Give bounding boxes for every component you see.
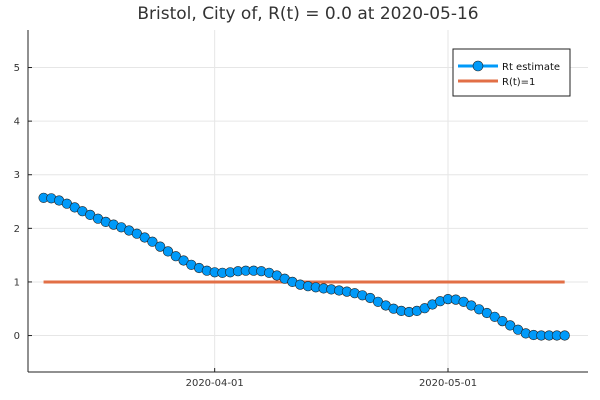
y-tick-label: 1	[14, 277, 20, 288]
legend-threshold-label: R(t)=1	[502, 77, 535, 88]
rt-estimate-point	[170, 251, 181, 262]
x-tick-label: 2020-05-01	[419, 378, 477, 389]
y-tick-label: 3	[14, 170, 20, 181]
legend-rt-marker	[472, 60, 484, 72]
axes	[27, 30, 588, 373]
y-tick-label: 5	[14, 63, 20, 74]
y-tick-label: 4	[14, 117, 20, 128]
legend-box	[452, 48, 571, 97]
rt-estimate-point	[162, 246, 174, 257]
chart-title: Bristol, City of, R(t) = 0.0 at 2020-05-…	[137, 4, 478, 24]
rt-estimate-point	[178, 255, 189, 266]
y-tick-labels: 0 1 2 3 4 5	[14, 63, 20, 342]
rt-estimate-point	[497, 316, 508, 327]
rt-estimate-point	[489, 311, 500, 322]
plot-area	[38, 192, 570, 341]
legend-rt-label: Rt estimate	[502, 62, 560, 73]
rt-estimate-point	[559, 330, 570, 341]
legend: Rt estimate R(t)=1	[452, 48, 571, 97]
y-tick-label: 2	[14, 224, 20, 235]
rt-estimate-point	[139, 232, 150, 243]
rt-estimate-point	[147, 236, 158, 247]
rt-estimate-point	[505, 320, 516, 331]
x-tick-labels: 2020-04-01 2020-05-01	[186, 378, 477, 389]
rt-estimate-point	[155, 241, 166, 252]
y-tick-label: 0	[14, 331, 20, 342]
x-tick-label: 2020-04-01	[186, 378, 244, 389]
